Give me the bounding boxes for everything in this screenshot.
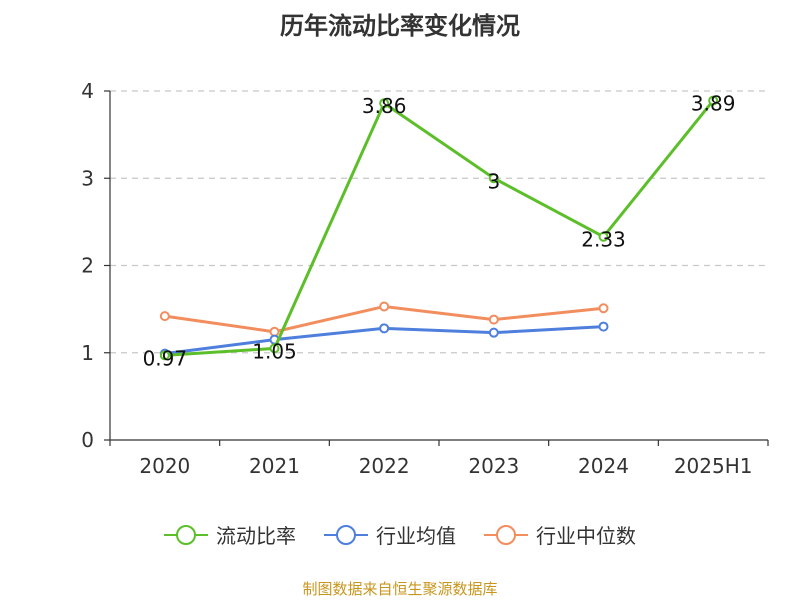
data-point bbox=[269, 326, 280, 337]
data-label: 0.97 bbox=[143, 346, 188, 370]
data-label: 2.33 bbox=[581, 228, 626, 252]
x-tick-label: 2024 bbox=[578, 454, 629, 478]
data-point bbox=[598, 231, 609, 242]
legend-label: 流动比率 bbox=[216, 524, 296, 548]
y-tick-label: 0 bbox=[81, 428, 94, 452]
legend-item-industry-mean[interactable]: 行业均值 bbox=[324, 520, 456, 549]
data-point bbox=[598, 321, 609, 332]
legend-swatch-icon bbox=[324, 524, 368, 545]
y-tick-label: 2 bbox=[81, 254, 94, 278]
data-point bbox=[159, 350, 170, 361]
y-tick-label: 4 bbox=[81, 79, 94, 103]
data-point bbox=[708, 95, 719, 106]
x-tick-label: 2022 bbox=[359, 454, 410, 478]
axes: 0 1 2 3 4 2020 2021 2022 2023 2024 2025H1 bbox=[81, 79, 769, 478]
data-point bbox=[159, 311, 170, 322]
data-label: 3 bbox=[487, 169, 500, 193]
y-tick-label: 1 bbox=[81, 341, 94, 365]
data-point bbox=[598, 303, 609, 314]
x-tick-label: 2020 bbox=[139, 454, 190, 478]
legend-item-current-ratio[interactable]: 流动比率 bbox=[164, 520, 296, 549]
legend-item-industry-median[interactable]: 行业中位数 bbox=[484, 520, 636, 549]
data-point bbox=[379, 323, 390, 334]
series-lines bbox=[159, 95, 719, 361]
legend: 流动比率 行业均值 行业中位数 bbox=[0, 520, 800, 549]
data-label: 3.89 bbox=[691, 92, 736, 116]
data-point bbox=[379, 301, 390, 312]
legend-label: 行业均值 bbox=[376, 524, 456, 548]
y-tick-label: 3 bbox=[81, 166, 94, 190]
data-point bbox=[488, 314, 499, 325]
series-line bbox=[164, 99, 715, 357]
x-tick-label: 2025H1 bbox=[674, 454, 753, 478]
x-tick-label: 2023 bbox=[468, 454, 519, 478]
chart-title: 历年流动比率变化情况 bbox=[280, 12, 520, 40]
data-label: 3.86 bbox=[362, 94, 407, 118]
data-labels: 0.97 1.05 3.86 3 2.33 3.89 bbox=[143, 92, 736, 371]
x-tick-label: 2021 bbox=[249, 454, 300, 478]
data-label: 1.05 bbox=[252, 339, 297, 363]
data-point bbox=[488, 327, 499, 338]
data-point bbox=[488, 173, 499, 184]
data-point bbox=[379, 98, 390, 109]
data-point bbox=[269, 343, 280, 354]
legend-swatch-icon bbox=[484, 524, 528, 545]
source-note: 制图数据来自恒生聚源数据库 bbox=[302, 580, 498, 598]
legend-swatch-icon bbox=[164, 524, 208, 545]
legend-label: 行业中位数 bbox=[536, 524, 636, 548]
